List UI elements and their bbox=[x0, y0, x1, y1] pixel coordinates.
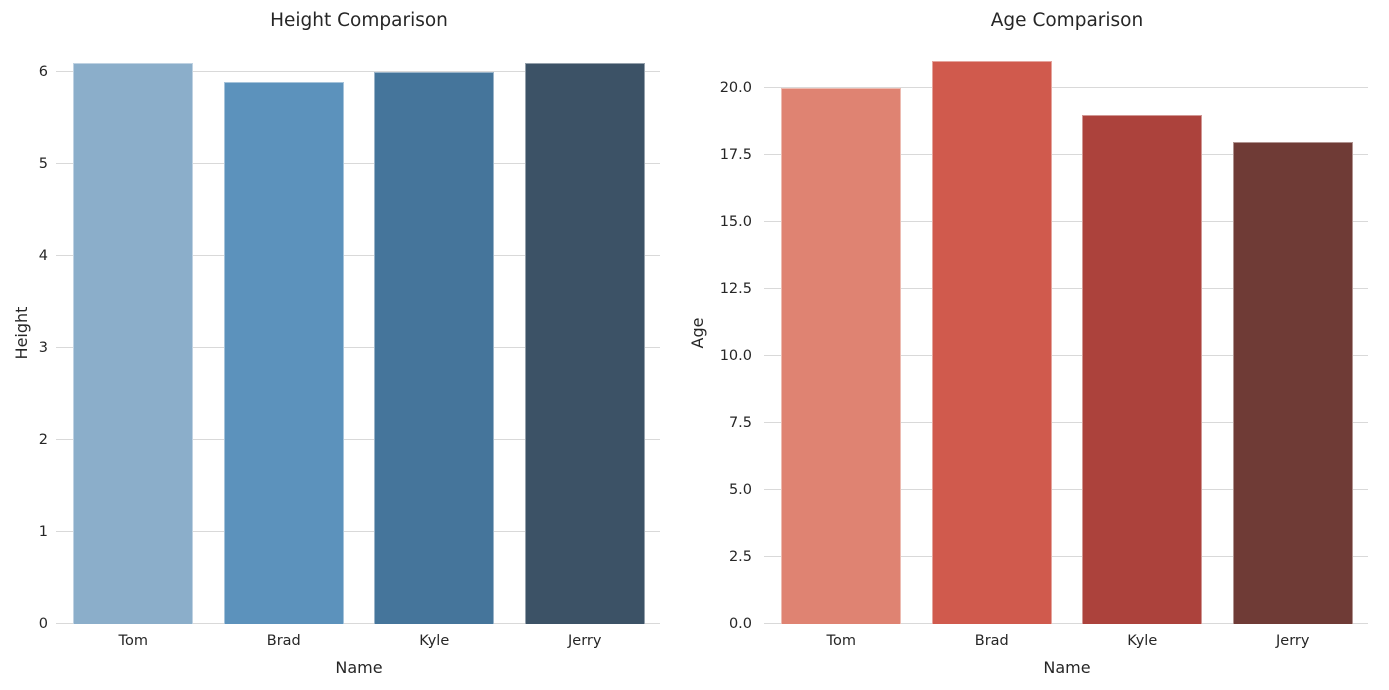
chart-age-comparison: Age Comparison Age 0.0 2.5 5.0 7.5 10.0 12.5 1… bbox=[688, 0, 1389, 690]
chart-title: Height Comparison bbox=[270, 10, 448, 31]
y-tick-label: 4 bbox=[38, 248, 48, 265]
gridline bbox=[56, 438, 660, 441]
gridline bbox=[764, 354, 1368, 357]
x-tick-label: Kyle bbox=[419, 633, 450, 649]
y-tick-label: 3 bbox=[38, 340, 48, 357]
gridline bbox=[764, 86, 1368, 89]
gridline bbox=[764, 287, 1368, 290]
x-tick-label: Brad bbox=[974, 633, 1009, 649]
y-tick-label: 5.0 bbox=[728, 482, 752, 499]
y-tick-label: 7.5 bbox=[728, 415, 752, 432]
y-tick-label: 2.5 bbox=[728, 549, 752, 566]
x-tick-label: Kyle bbox=[1127, 633, 1158, 649]
bar-tom bbox=[781, 88, 902, 624]
gridline bbox=[764, 488, 1368, 491]
x-tick-label: Jerry bbox=[568, 633, 602, 649]
chart-title: Age Comparison bbox=[990, 10, 1144, 31]
x-axis-label: Name bbox=[1043, 658, 1091, 677]
gridline bbox=[56, 162, 660, 165]
bar-tom bbox=[73, 63, 194, 624]
bar-kyle bbox=[1082, 114, 1203, 624]
y-tick-label: 10.0 bbox=[719, 348, 752, 365]
y-tick-label: 0.0 bbox=[728, 616, 752, 632]
x-axis-label: Name bbox=[335, 658, 383, 677]
plot-area bbox=[764, 42, 1368, 624]
y-tick-label: 0 bbox=[38, 616, 48, 632]
plot-area bbox=[56, 42, 660, 624]
y-tick-label: 20.0 bbox=[719, 80, 752, 97]
x-tick-labels: Tom Brad Kyle Jerry bbox=[58, 633, 660, 653]
gridline bbox=[764, 421, 1368, 424]
gridline bbox=[56, 622, 660, 624]
x-tick-label: Jerry bbox=[1276, 633, 1310, 649]
x-tick-label: Tom bbox=[826, 633, 856, 649]
y-tick-label: 12.5 bbox=[719, 281, 752, 298]
x-tick-labels: Tom Brad Kyle Jerry bbox=[766, 633, 1368, 653]
bar-brad bbox=[223, 81, 344, 624]
y-tick-labels: 0 1 2 3 4 5 6 bbox=[0, 42, 48, 632]
y-tick-label: 15.0 bbox=[719, 214, 752, 231]
y-tick-label: 2 bbox=[38, 432, 48, 449]
gridline bbox=[764, 153, 1368, 156]
bar-jerry bbox=[1232, 141, 1353, 624]
gridline bbox=[56, 530, 660, 533]
gridline bbox=[764, 622, 1368, 624]
gridline bbox=[56, 346, 660, 349]
x-tick-label: Tom bbox=[118, 633, 148, 649]
gridline bbox=[764, 220, 1368, 223]
bar-brad bbox=[931, 61, 1052, 624]
x-tick-label: Brad bbox=[266, 633, 301, 649]
y-tick-label: 5 bbox=[38, 156, 48, 173]
bar-kyle bbox=[374, 72, 495, 624]
y-tick-label: 1 bbox=[38, 524, 48, 541]
gridline bbox=[764, 555, 1368, 558]
y-tick-label: 6 bbox=[38, 64, 48, 81]
bar-jerry bbox=[524, 63, 645, 624]
y-tick-label: 17.5 bbox=[719, 147, 752, 164]
gridline bbox=[56, 254, 660, 257]
y-tick-labels: 0.0 2.5 5.0 7.5 10.0 12.5 15.0 17.5 20.0 bbox=[700, 42, 752, 632]
gridline bbox=[56, 70, 660, 73]
